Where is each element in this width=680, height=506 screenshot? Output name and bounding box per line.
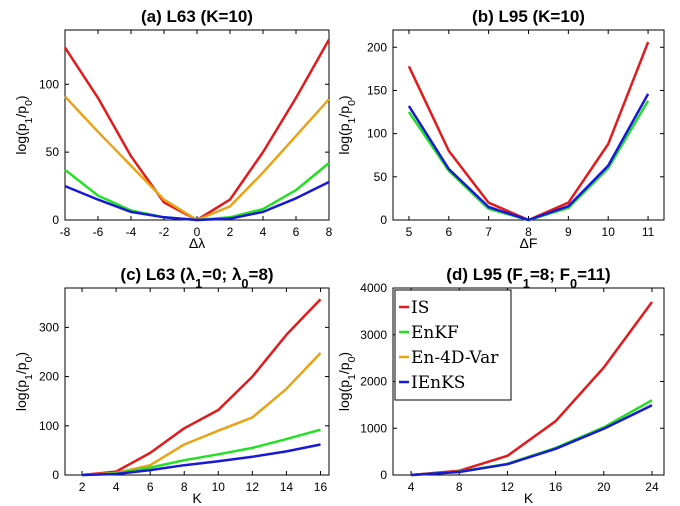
y-tick-label: 100 — [39, 419, 59, 433]
x-tick-label: 4 — [260, 225, 267, 239]
y-tick-label: 200 — [39, 370, 59, 384]
series-line-ienks — [407, 93, 650, 222]
legend-label-en-4d-var: En-4D-Var — [411, 348, 499, 368]
x-tick-label: 16 — [549, 480, 563, 494]
x-tick-label: 2 — [227, 225, 234, 239]
series-line-ienks — [411, 404, 653, 477]
plot-frame — [392, 29, 665, 221]
y-tick-label: 100 — [39, 77, 59, 91]
x-tick-label: 14 — [280, 480, 294, 494]
series-line-is — [81, 298, 322, 477]
x-tick-label: 8 — [326, 225, 333, 239]
x-tick-label: -4 — [126, 225, 137, 239]
x-axis-label: Δλ — [189, 235, 205, 251]
legend: IS EnKF En-4D-Var IEnKS — [394, 289, 512, 401]
x-tick-label: 20 — [597, 480, 611, 494]
y-tick-label: 3000 — [360, 328, 387, 342]
x-tick-label: 12 — [501, 480, 515, 494]
y-axis-label: log(p1/p0) — [336, 352, 358, 411]
x-tick-label: 16 — [314, 480, 328, 494]
panel-b: (b) L95 (K=10) 5 6 7 8 9 10 11 0 50 100 150 200 ΔF log… — [336, 7, 665, 251]
y-tick-label: 300 — [39, 320, 59, 334]
y-tick-label: 0 — [380, 468, 387, 482]
panel-title: (d) L95 (F1=8; F0=11) — [446, 265, 610, 291]
x-tick-label: 8 — [456, 480, 463, 494]
legend-box — [394, 289, 512, 401]
y-tick-label: 50 — [46, 145, 60, 159]
y-tick-label: 4000 — [360, 281, 387, 295]
y-tick-label: 0 — [52, 468, 59, 482]
y-tick-label: 100 — [367, 127, 387, 141]
panel-title: (c) L63 (λ1=0; λ0=8) — [120, 265, 273, 291]
x-tick-label: 24 — [645, 480, 659, 494]
x-tick-label: 0 — [194, 225, 201, 239]
x-tick-label: 4 — [113, 480, 120, 494]
x-tick-label: 5 — [406, 225, 413, 239]
x-tick-label: 10 — [212, 480, 226, 494]
x-tick-label: 4 — [408, 480, 415, 494]
x-tick-label: 9 — [565, 225, 572, 239]
series-line-ienks — [81, 443, 321, 477]
y-tick-label: 0 — [52, 213, 59, 227]
x-tick-label: 11 — [642, 225, 655, 239]
y-tick-label: 200 — [367, 40, 387, 54]
legend-label-enkf: EnKF — [411, 323, 459, 343]
series-line-is — [407, 41, 650, 222]
x-axis-label: ΔF — [520, 235, 538, 251]
x-tick-label: -6 — [93, 225, 104, 239]
x-tick-label: 6 — [147, 480, 154, 494]
legend-label-ienks: IEnKS — [411, 373, 465, 393]
x-tick-label: 12 — [246, 480, 260, 494]
x-axis-label: K — [524, 490, 534, 506]
x-tick-label: 10 — [602, 225, 616, 239]
x-tick-label: 8 — [525, 225, 532, 239]
legend-label-is: IS — [411, 298, 429, 318]
x-tick-label: -2 — [159, 225, 170, 239]
y-axis-label: log(p1/p0) — [336, 95, 358, 154]
x-tick-label: 7 — [485, 225, 492, 239]
y-tick-label: 1000 — [360, 421, 387, 435]
y-tick-label: 50 — [374, 170, 388, 184]
panel-title: (b) L95 (K=10) — [472, 7, 585, 26]
y-tick-label: 150 — [367, 83, 387, 97]
series-line-enkf — [64, 162, 330, 222]
panel-c: (c) L63 (λ1=0; λ0=8) 2 4 6 8 10 12 14 16 0 100 200 3… — [13, 265, 330, 506]
x-tick-label: 6 — [445, 225, 452, 239]
x-axis-label: K — [192, 490, 202, 506]
y-axis-label: log(p1/p0) — [13, 95, 35, 154]
plot-frame — [64, 29, 330, 221]
plot-frame — [64, 287, 330, 476]
y-tick-label: 0 — [380, 213, 387, 227]
panel-d: (d) L95 (F1=8; F0=11) 4 8 12 16 20 24 0 1000 2000… — [336, 265, 665, 506]
panel-a: (a) L63 (K=10) -8 -6 -4 -2 0 2 4 6 8 0 50 100 Δλ log(p… — [13, 7, 333, 251]
y-axis-label: log(p1/p0) — [13, 352, 35, 411]
x-tick-label: 6 — [293, 225, 300, 239]
x-tick-label: -8 — [60, 225, 71, 239]
x-tick-label: 2 — [79, 480, 86, 494]
series-line-ienks — [64, 180, 330, 222]
panel-title: (a) L63 (K=10) — [141, 7, 253, 26]
x-tick-label: 8 — [181, 480, 188, 494]
y-tick-label: 2000 — [360, 375, 387, 389]
